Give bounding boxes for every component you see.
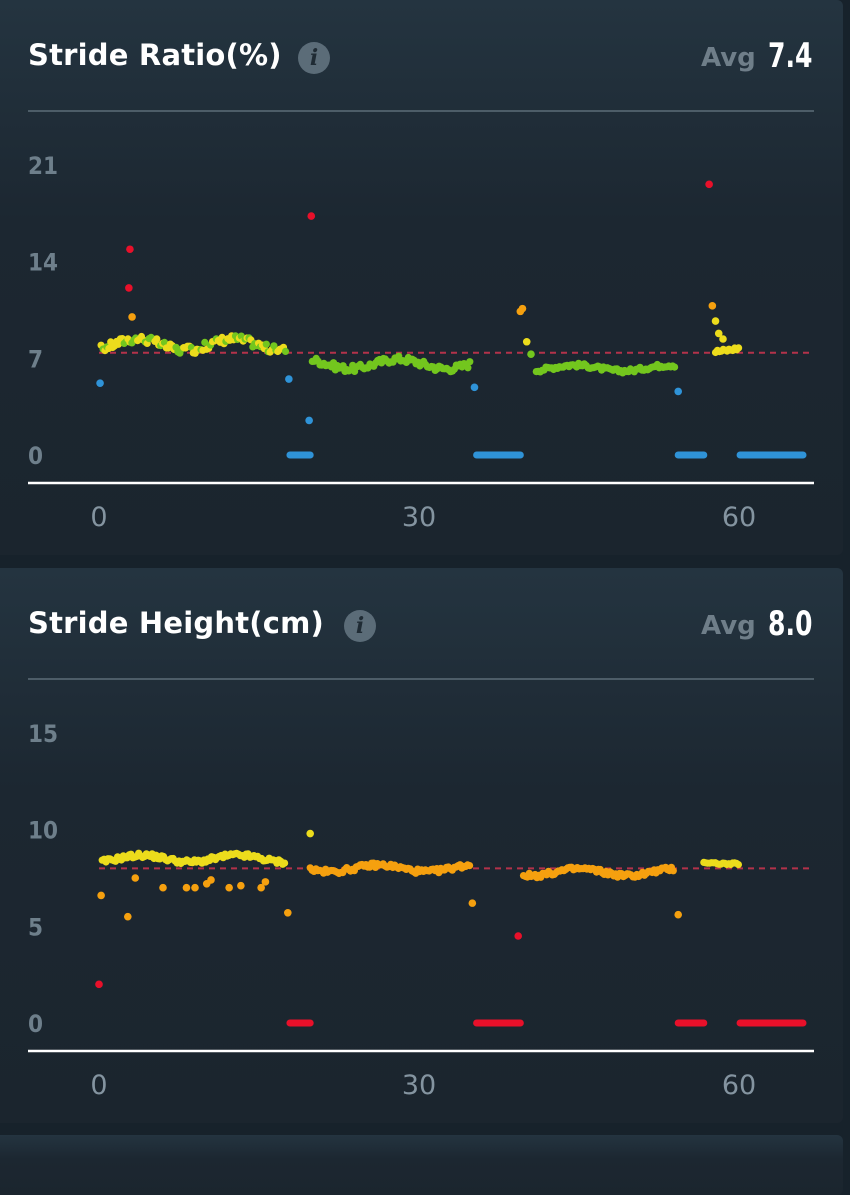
x-tick-label: 60 <box>722 1070 756 1101</box>
avg-label: Avg <box>701 611 756 641</box>
outlier-point <box>257 883 265 892</box>
stride-ratio-title: Stride Ratio(%) <box>28 38 282 72</box>
outlier-point <box>126 245 134 254</box>
x-tick-label: 30 <box>402 502 436 533</box>
outlier-point <box>305 416 313 425</box>
avg-value: 7.4 <box>768 36 813 76</box>
y-tick-label: 21 <box>28 152 58 180</box>
y-tick-label: 14 <box>28 249 58 277</box>
stride-height-chart: 0 5 10 15 0 30 60 <box>28 720 814 1101</box>
stride-height-card: Stride Height(cm) i Avg 8.0 0 5 10 15 0 30 60 <box>0 568 843 1123</box>
outlier-point <box>470 383 479 392</box>
outlier-point <box>468 899 477 907</box>
y-tick-label: 10 <box>28 817 58 845</box>
avg-label: Avg <box>701 43 756 73</box>
outlier-point <box>708 302 717 310</box>
outlier-point <box>261 878 270 886</box>
x-tick-label: 0 <box>90 1070 107 1101</box>
data-point <box>669 867 677 875</box>
outlier-point <box>95 980 103 989</box>
data-point <box>466 862 474 870</box>
data-point <box>734 861 743 869</box>
stride-height-title: Stride Height(cm) <box>28 606 324 640</box>
stride-ratio-card: Stride Ratio(%) i Avg 7.4 0 7 14 21 0 30 60 <box>0 0 843 555</box>
y-tick-label: 0 <box>28 1010 43 1038</box>
outlier-point <box>96 379 104 387</box>
outlier-point <box>182 883 191 892</box>
outlier-point <box>124 912 132 921</box>
data-point <box>114 340 122 348</box>
outlier-point <box>711 317 720 325</box>
outlier-point <box>285 375 293 383</box>
header-divider <box>28 110 814 112</box>
y-tick-label: 5 <box>28 913 43 941</box>
outlier-point <box>131 874 140 882</box>
x-tick-label: 60 <box>722 502 756 533</box>
y-tick-label: 15 <box>28 720 58 748</box>
outlier-point <box>514 932 522 940</box>
data-point <box>160 338 169 346</box>
data-point <box>735 344 743 352</box>
outlier-point <box>306 829 315 838</box>
outlier-point <box>674 910 682 919</box>
outlier-point <box>714 329 723 338</box>
next-card <box>0 1135 843 1195</box>
outlier-point <box>125 284 133 292</box>
data-point <box>464 364 472 372</box>
outlier-point <box>307 212 316 220</box>
outlier-point <box>719 335 727 343</box>
x-tick-label: 0 <box>90 502 107 533</box>
info-icon[interactable]: i <box>344 610 376 642</box>
data-point <box>466 358 474 366</box>
outlier-point <box>191 883 199 892</box>
outlier-point <box>237 881 245 890</box>
outlier-point <box>207 876 215 884</box>
avg-value: 8.0 <box>768 604 813 644</box>
y-tick-label: 7 <box>28 345 43 373</box>
outlier-point <box>518 304 527 313</box>
data-point <box>201 338 209 346</box>
outlier-point <box>284 909 292 917</box>
outlier-point <box>128 313 136 321</box>
data-point <box>262 340 270 348</box>
outlier-point <box>527 350 535 358</box>
data-point <box>153 335 161 343</box>
data-point <box>671 363 679 371</box>
outlier-point <box>674 387 682 396</box>
outlier-point <box>159 883 167 892</box>
x-tick-label: 30 <box>402 1070 436 1101</box>
outlier-point <box>97 891 105 900</box>
outlier-point <box>225 883 233 892</box>
header-divider <box>28 678 814 680</box>
data-point <box>281 347 290 355</box>
info-icon[interactable]: i <box>298 42 330 74</box>
stride-ratio-chart: 0 7 14 21 0 30 60 <box>28 152 814 533</box>
outlier-point <box>705 180 713 189</box>
data-point <box>187 343 195 352</box>
outlier-point <box>522 337 531 346</box>
y-tick-label: 0 <box>28 442 43 470</box>
data-point <box>281 859 289 867</box>
